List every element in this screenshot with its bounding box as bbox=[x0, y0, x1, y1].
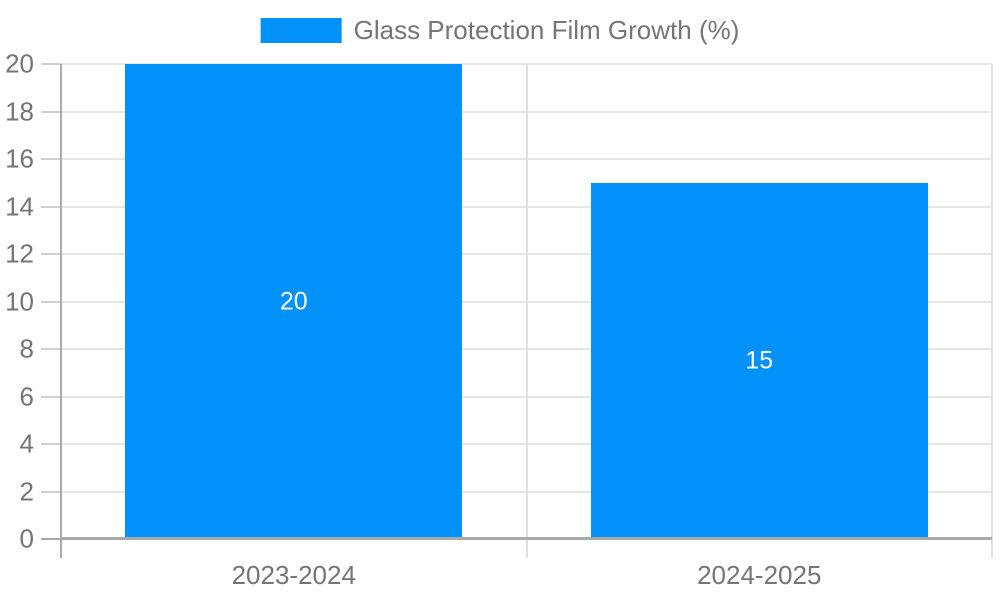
bar-value-label: 20 bbox=[279, 287, 308, 315]
legend-label: Glass Protection Film Growth (%) bbox=[353, 15, 740, 45]
bar-2024-2025[interactable] bbox=[590, 182, 928, 539]
y-axis-tick bbox=[41, 538, 61, 540]
y-axis-tick bbox=[41, 348, 61, 350]
x-axis-line bbox=[61, 537, 992, 540]
y-axis-line bbox=[60, 64, 62, 558]
y-axis-label: 16 bbox=[5, 143, 34, 174]
y-axis-label: 0 bbox=[19, 523, 34, 554]
y-axis-label: 8 bbox=[19, 333, 34, 364]
y-axis-label: 2 bbox=[19, 476, 34, 506]
y-axis-tick bbox=[41, 110, 61, 113]
y-axis-tick bbox=[41, 205, 61, 208]
y-axis-label: 4 bbox=[19, 428, 34, 459]
bar-value-label: 15 bbox=[745, 346, 774, 375]
y-axis-label: 14 bbox=[5, 191, 34, 221]
legend[interactable]: Glass Protection Film Growth (%) bbox=[260, 15, 740, 45]
y-axis-tick bbox=[41, 253, 61, 255]
y-axis-label: 12 bbox=[5, 238, 34, 269]
y-axis-label: 18 bbox=[5, 96, 34, 126]
bar-2023-2024[interactable] bbox=[125, 64, 463, 539]
y-axis-tick bbox=[41, 158, 61, 160]
y-axis-label: 20 bbox=[5, 48, 34, 79]
y-axis-label: 6 bbox=[19, 381, 34, 411]
y-axis-tick bbox=[41, 395, 61, 398]
y-axis-tick bbox=[41, 490, 61, 493]
x-axis-label: 2023-2024 bbox=[231, 560, 356, 590]
category-boundary-gridline bbox=[525, 64, 528, 558]
x-axis-label: 2024-2025 bbox=[697, 560, 822, 590]
y-axis-label: 10 bbox=[5, 286, 34, 316]
y-axis-tick bbox=[41, 443, 61, 445]
legend-swatch-icon bbox=[260, 18, 342, 43]
y-axis-tick bbox=[41, 63, 61, 65]
plot-area: 0 2 4 6 8 10 12 14 16 18 20 20 2023-2024 15 2024-2025 bbox=[5, 49, 993, 590]
category-boundary-gridline bbox=[991, 64, 993, 558]
y-axis-tick bbox=[41, 300, 61, 303]
